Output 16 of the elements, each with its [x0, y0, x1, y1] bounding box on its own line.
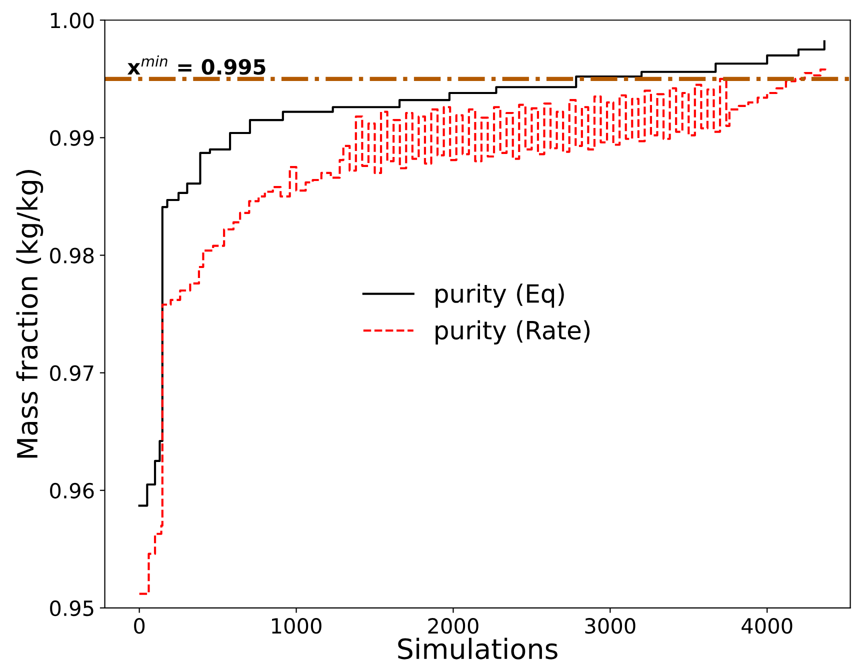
y-tick-label: 0.95 — [50, 600, 94, 616]
legend-label: purity (Rate) — [436, 320, 590, 344]
x-axis-title: Simulations — [398, 638, 558, 660]
x-tick-label: 2000 — [428, 618, 478, 634]
y-axis-title: Mass fraction (kg/kg) — [16, 170, 44, 458]
y-tick-label: 1.00 — [50, 12, 94, 28]
x-tick-label: 3000 — [585, 618, 636, 634]
x-tick-label: 1000 — [272, 618, 322, 634]
y-tick-label: 0.99 — [50, 130, 94, 146]
y-tick-label: 0.97 — [50, 365, 94, 382]
ref-line-label: x$^{min}$ = 0.995 — [127, 55, 266, 75]
x-tick-label: 4000 — [742, 618, 792, 634]
x-tick-label: 0 — [134, 618, 145, 634]
y-tick-label: 0.96 — [50, 482, 94, 499]
y-tick-label: 0.98 — [50, 248, 94, 264]
legend-label: purity (Eq) — [436, 284, 564, 308]
